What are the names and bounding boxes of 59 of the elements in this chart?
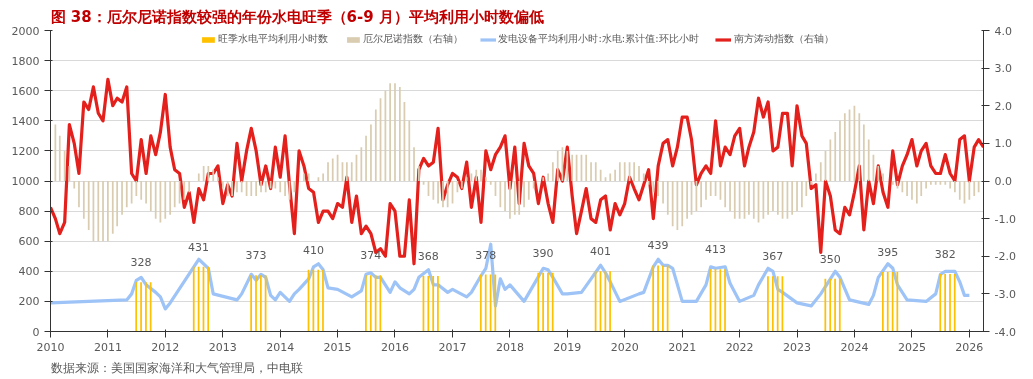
legend-label: 厄尔尼诺指数（右轴） (363, 32, 464, 46)
data-label: 401 (589, 245, 611, 259)
x-tick-label: 2022 (725, 340, 754, 354)
data-label: 431 (188, 240, 210, 254)
x-tick-label: 2019 (553, 340, 582, 354)
data-label: 413 (704, 243, 726, 257)
y-tick-label: 800 (18, 205, 40, 219)
y2-tick-label: 4.0 (994, 24, 1012, 38)
y2-tick-label: -3.0 (994, 287, 1016, 301)
data-label: 368 (417, 250, 439, 264)
y-tick-label: 1200 (11, 144, 40, 158)
y-tick-label: 1600 (11, 84, 40, 98)
data-label: 382 (934, 248, 956, 262)
data-label: 373 (245, 249, 267, 263)
y-tick-label: 1000 (11, 175, 40, 188)
data-label: 328 (130, 256, 152, 270)
data-label: 395 (877, 246, 899, 260)
x-tick-label: 2015 (323, 340, 352, 354)
line-series (50, 77, 984, 266)
y2-tick-label: 3.0 (994, 62, 1012, 76)
data-label: 367 (762, 250, 784, 264)
source-note: 数据来源：美国国家海洋和大气管理局，中电联 (50, 360, 303, 375)
x-tick-label: 2014 (266, 340, 295, 354)
y2-tick-label: -4.0 (994, 325, 1016, 339)
y-tick-label: 1400 (11, 114, 40, 128)
y-tick-label: 200 (18, 295, 40, 309)
x-tick-label: 2013 (208, 340, 237, 354)
x-tick-label: 2010 (36, 340, 65, 354)
data-label: 390 (532, 246, 554, 260)
data-label: 439 (647, 239, 669, 253)
x-tick-label: 2023 (783, 340, 812, 354)
y2-tick-label: -2.0 (994, 250, 1016, 264)
x-tick-label: 2025 (897, 340, 926, 354)
x-tick-label: 2018 (495, 340, 524, 354)
x-tick-label: 2026 (955, 340, 984, 354)
legend-label: 旺季水电平均利用小时数 (218, 32, 329, 46)
data-label: 410 (302, 243, 324, 257)
x-tick-label: 2020 (610, 340, 639, 354)
y-tick-label: 600 (18, 235, 40, 249)
y2-tick-label: -1.0 (994, 212, 1016, 226)
x-tick-label: 2012 (151, 340, 180, 354)
chart-title: 图 38：厄尔尼诺指数较强的年份水电旺季（6-9 月）平均利用小时数偏低 (50, 7, 544, 26)
line-series (50, 242, 971, 311)
x-tick-label: 2021 (668, 340, 697, 354)
y2-tick-label: 2.0 (994, 99, 1012, 113)
y-tick-label: 400 (18, 265, 40, 279)
y2-tick-label: 1.0 (994, 137, 1012, 151)
x-tick-label: 2024 (840, 340, 869, 354)
y2-tick-label: 0.0 (994, 175, 1012, 188)
data-label: 350 (819, 252, 841, 266)
legend-label: 发电设备平均利用小时:水电:累计值:环比小时 (498, 32, 699, 46)
x-tick-label: 2011 (93, 340, 122, 354)
y-tick-label: 2000 (11, 24, 40, 38)
legend-label: 南方涛动指数（右轴） (733, 32, 834, 46)
x-tick-label: 2017 (438, 340, 467, 354)
y-tick-label: 0 (32, 325, 40, 339)
data-label: 374 (360, 249, 382, 263)
x-tick-label: 2016 (380, 340, 409, 354)
y-tick-label: 1800 (11, 54, 40, 68)
